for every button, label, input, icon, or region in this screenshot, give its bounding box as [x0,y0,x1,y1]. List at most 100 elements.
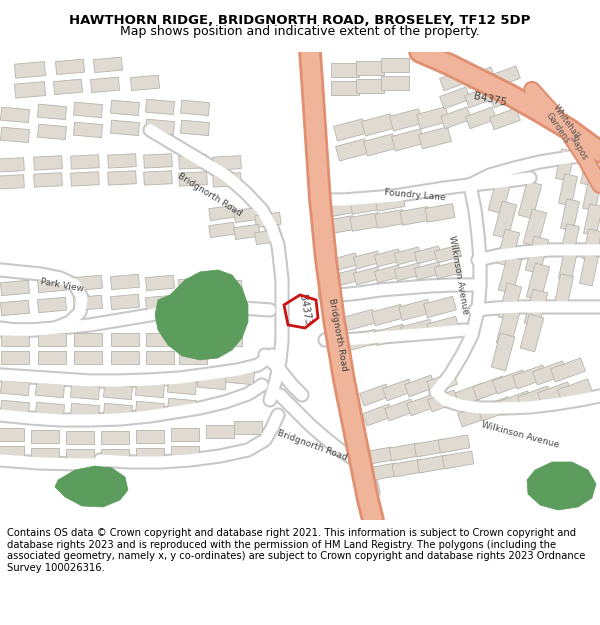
Polygon shape [523,209,547,247]
Polygon shape [167,379,197,394]
Polygon shape [206,426,234,439]
Polygon shape [490,66,520,88]
Polygon shape [559,174,577,206]
Polygon shape [325,216,355,234]
Polygon shape [381,58,409,72]
Polygon shape [496,309,520,347]
Polygon shape [356,79,384,93]
Text: B4373: B4373 [298,294,313,326]
Polygon shape [364,134,397,156]
Polygon shape [101,449,129,462]
Polygon shape [331,81,359,95]
Polygon shape [417,455,449,473]
Polygon shape [94,57,122,72]
Polygon shape [331,63,359,77]
Text: Bridgnorth Road: Bridgnorth Road [276,428,348,462]
Polygon shape [136,431,164,444]
Polygon shape [143,154,172,168]
Polygon shape [181,100,209,116]
Polygon shape [551,358,586,382]
Polygon shape [1,351,29,364]
Polygon shape [428,390,458,412]
Polygon shape [493,370,527,394]
Polygon shape [344,309,376,331]
Polygon shape [350,213,380,231]
Polygon shape [560,224,580,256]
Polygon shape [493,201,517,239]
Text: B4375: B4375 [473,91,508,108]
Polygon shape [356,61,384,75]
Polygon shape [525,236,549,274]
Polygon shape [34,173,62,187]
Polygon shape [1,400,29,416]
Polygon shape [1,107,29,122]
Polygon shape [103,384,133,399]
Polygon shape [478,397,512,421]
Polygon shape [103,403,133,419]
Text: Slapos: Slapos [567,134,589,162]
Polygon shape [389,443,421,461]
Polygon shape [490,86,520,108]
Polygon shape [31,431,59,444]
Polygon shape [212,156,241,170]
Polygon shape [362,114,394,136]
Polygon shape [37,104,67,119]
Polygon shape [434,261,461,279]
Polygon shape [179,334,207,346]
Polygon shape [427,372,457,394]
Polygon shape [491,333,515,371]
Polygon shape [1,380,29,396]
Polygon shape [350,196,380,214]
Polygon shape [434,245,461,263]
Polygon shape [518,386,553,410]
Polygon shape [524,289,548,327]
Polygon shape [427,316,460,338]
Polygon shape [374,265,401,283]
Text: HAWTHORN RIDGE, BRIDGNORTH ROAD, BROSELEY, TF12 5DP: HAWTHORN RIDGE, BRIDGNORTH ROAD, BROSELE… [70,14,530,27]
Polygon shape [209,222,235,238]
Polygon shape [146,334,174,346]
Text: Park View: Park View [40,277,85,293]
Polygon shape [0,174,25,189]
Text: Contains OS data © Crown copyright and database right 2021. This information is : Contains OS data © Crown copyright and d… [7,528,586,573]
Polygon shape [362,404,394,426]
Polygon shape [381,76,409,90]
Polygon shape [146,351,174,364]
Polygon shape [145,295,175,311]
Polygon shape [557,379,592,403]
Polygon shape [37,278,67,292]
Polygon shape [111,351,139,364]
Polygon shape [538,382,572,406]
Polygon shape [0,446,24,459]
Polygon shape [527,462,596,510]
Polygon shape [71,154,100,169]
Polygon shape [14,62,46,78]
Polygon shape [389,109,422,131]
Polygon shape [110,274,140,289]
Polygon shape [353,251,380,269]
Polygon shape [38,351,66,364]
Polygon shape [55,466,128,507]
Text: Bridgnorth Road: Bridgnorth Road [327,298,349,372]
Polygon shape [179,154,208,169]
Polygon shape [398,299,431,321]
Polygon shape [209,205,235,221]
Polygon shape [488,176,512,214]
Polygon shape [171,429,199,441]
Polygon shape [583,179,600,211]
Polygon shape [197,374,227,389]
Polygon shape [473,376,508,400]
Polygon shape [442,451,474,469]
Polygon shape [73,122,103,138]
Polygon shape [404,375,436,397]
Polygon shape [71,172,100,186]
Polygon shape [401,319,433,341]
Polygon shape [581,154,599,186]
Polygon shape [234,224,260,239]
Polygon shape [110,120,140,136]
Polygon shape [37,124,67,139]
Polygon shape [392,459,424,477]
Polygon shape [497,391,532,415]
Polygon shape [66,431,94,444]
Polygon shape [155,270,248,360]
